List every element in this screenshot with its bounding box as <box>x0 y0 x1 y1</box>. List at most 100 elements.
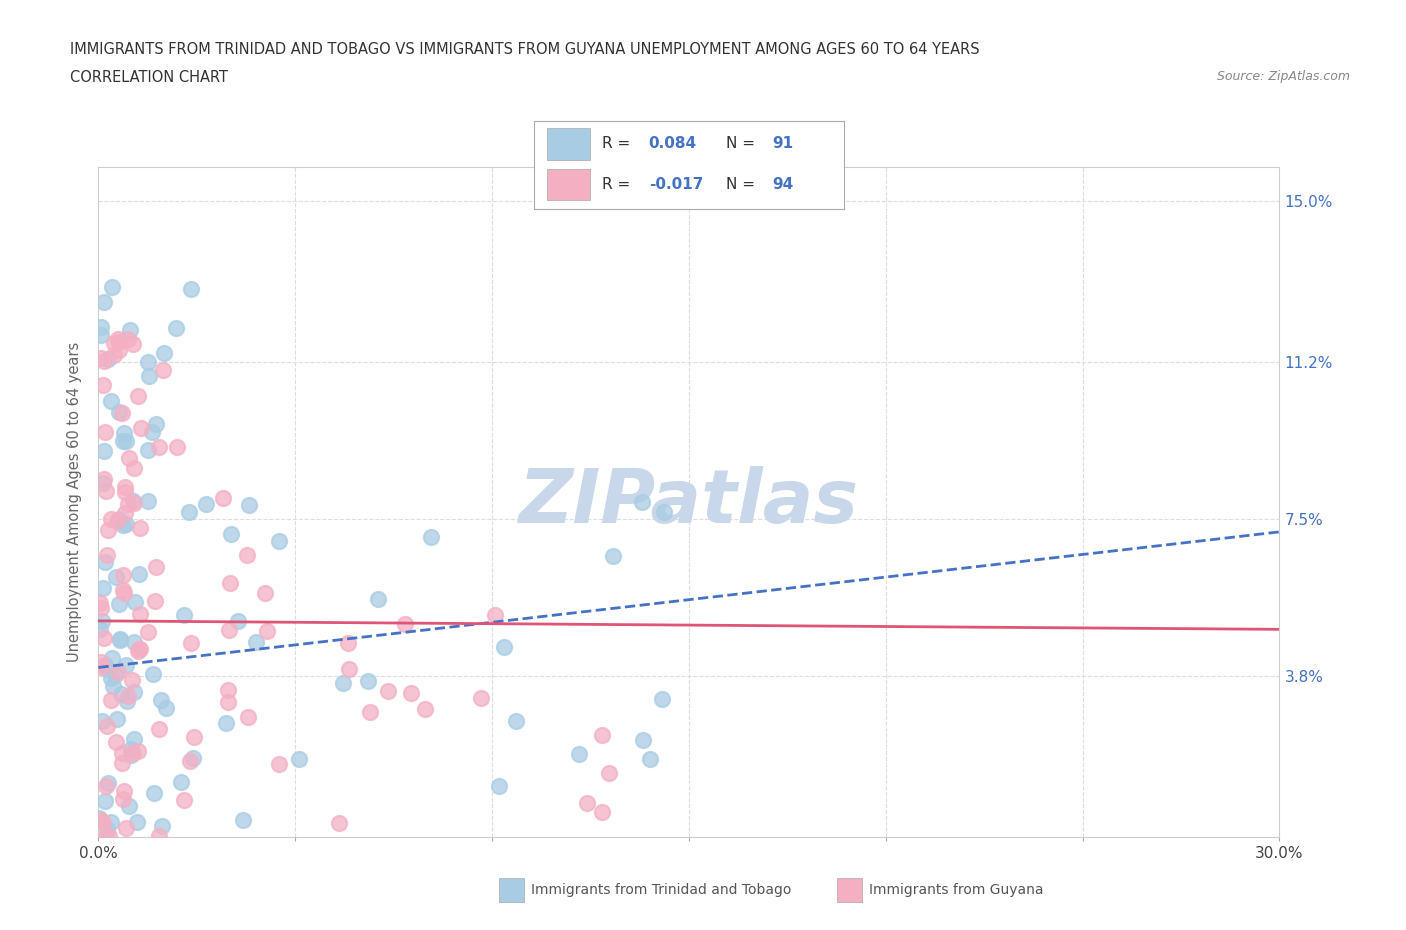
Point <box>97 522 120 537</box>
Point <box>127 388 149 403</box>
Point <box>195 497 218 512</box>
Point <box>91 713 114 728</box>
Point <box>122 460 145 475</box>
Point <box>219 576 242 591</box>
Point <box>136 494 159 509</box>
Point <box>413 702 436 717</box>
Point <box>217 683 239 698</box>
Point <box>232 813 254 828</box>
Point <box>110 631 132 646</box>
Point <box>484 607 506 622</box>
Point <box>215 715 238 730</box>
Point <box>94 778 117 793</box>
Point <box>148 721 170 736</box>
Point <box>173 792 195 807</box>
Point <box>114 480 136 495</box>
Point <box>90 614 112 629</box>
Point <box>100 393 122 408</box>
Point <box>394 617 416 631</box>
Point <box>602 549 624 564</box>
Point <box>136 624 159 639</box>
Point <box>117 450 139 465</box>
Point <box>236 548 259 563</box>
Point <box>269 756 291 771</box>
Point <box>124 594 146 609</box>
Point <box>136 354 159 369</box>
Point <box>112 791 135 806</box>
Point <box>94 794 117 809</box>
Point <box>89 621 111 636</box>
Point <box>111 518 134 533</box>
Point <box>98 829 121 844</box>
Point <box>141 424 163 439</box>
Point <box>105 711 128 726</box>
Point <box>122 745 145 760</box>
Point <box>148 440 170 455</box>
Point <box>153 345 176 360</box>
Point <box>100 512 122 526</box>
Point <box>183 729 205 744</box>
Point <box>101 651 124 666</box>
Point <box>117 497 139 512</box>
Point <box>121 337 143 352</box>
Point <box>598 765 620 780</box>
Point <box>90 601 112 616</box>
Point <box>357 673 380 688</box>
Point <box>179 753 201 768</box>
Point <box>117 689 139 704</box>
Text: N =: N = <box>725 137 759 152</box>
Point <box>101 280 124 295</box>
Point <box>103 336 125 351</box>
Point <box>591 804 613 819</box>
Point <box>217 695 239 710</box>
Point <box>96 547 118 562</box>
Point <box>125 815 148 830</box>
Text: CORRELATION CHART: CORRELATION CHART <box>70 70 228 85</box>
Point <box>97 352 120 366</box>
Point <box>122 634 145 649</box>
Point <box>420 530 443 545</box>
Point <box>112 568 135 583</box>
Text: -0.017: -0.017 <box>648 177 703 192</box>
Point <box>112 426 135 441</box>
Text: Immigrants from Trinidad and Tobago: Immigrants from Trinidad and Tobago <box>531 883 792 897</box>
Point <box>166 439 188 454</box>
Point <box>120 741 142 756</box>
Point <box>127 743 149 758</box>
Point <box>155 700 177 715</box>
Point <box>245 634 267 649</box>
Point <box>128 642 150 657</box>
Point <box>103 347 125 362</box>
Point <box>152 363 174 378</box>
Point <box>100 671 122 685</box>
Point <box>93 295 115 310</box>
Point <box>149 693 172 708</box>
Point <box>108 405 131 419</box>
Text: R =: R = <box>602 137 636 152</box>
Point <box>181 751 204 766</box>
Point <box>238 709 260 724</box>
Point <box>226 614 249 629</box>
Point <box>97 775 120 790</box>
Point <box>94 424 117 439</box>
Point <box>367 591 389 606</box>
Text: R =: R = <box>602 177 636 192</box>
Point <box>145 417 167 432</box>
Point <box>96 719 118 734</box>
Point <box>104 735 127 750</box>
Point <box>107 597 129 612</box>
Point <box>148 829 170 844</box>
Point <box>114 485 136 499</box>
Point <box>359 705 381 720</box>
Point <box>256 623 278 638</box>
Point <box>129 420 152 435</box>
Point <box>129 521 152 536</box>
Point <box>212 490 235 505</box>
Point <box>107 342 129 357</box>
Point <box>219 526 242 541</box>
Text: N =: N = <box>725 177 759 192</box>
Point <box>93 555 115 570</box>
Point <box>145 593 167 608</box>
Point <box>87 811 110 826</box>
Point <box>111 405 134 420</box>
